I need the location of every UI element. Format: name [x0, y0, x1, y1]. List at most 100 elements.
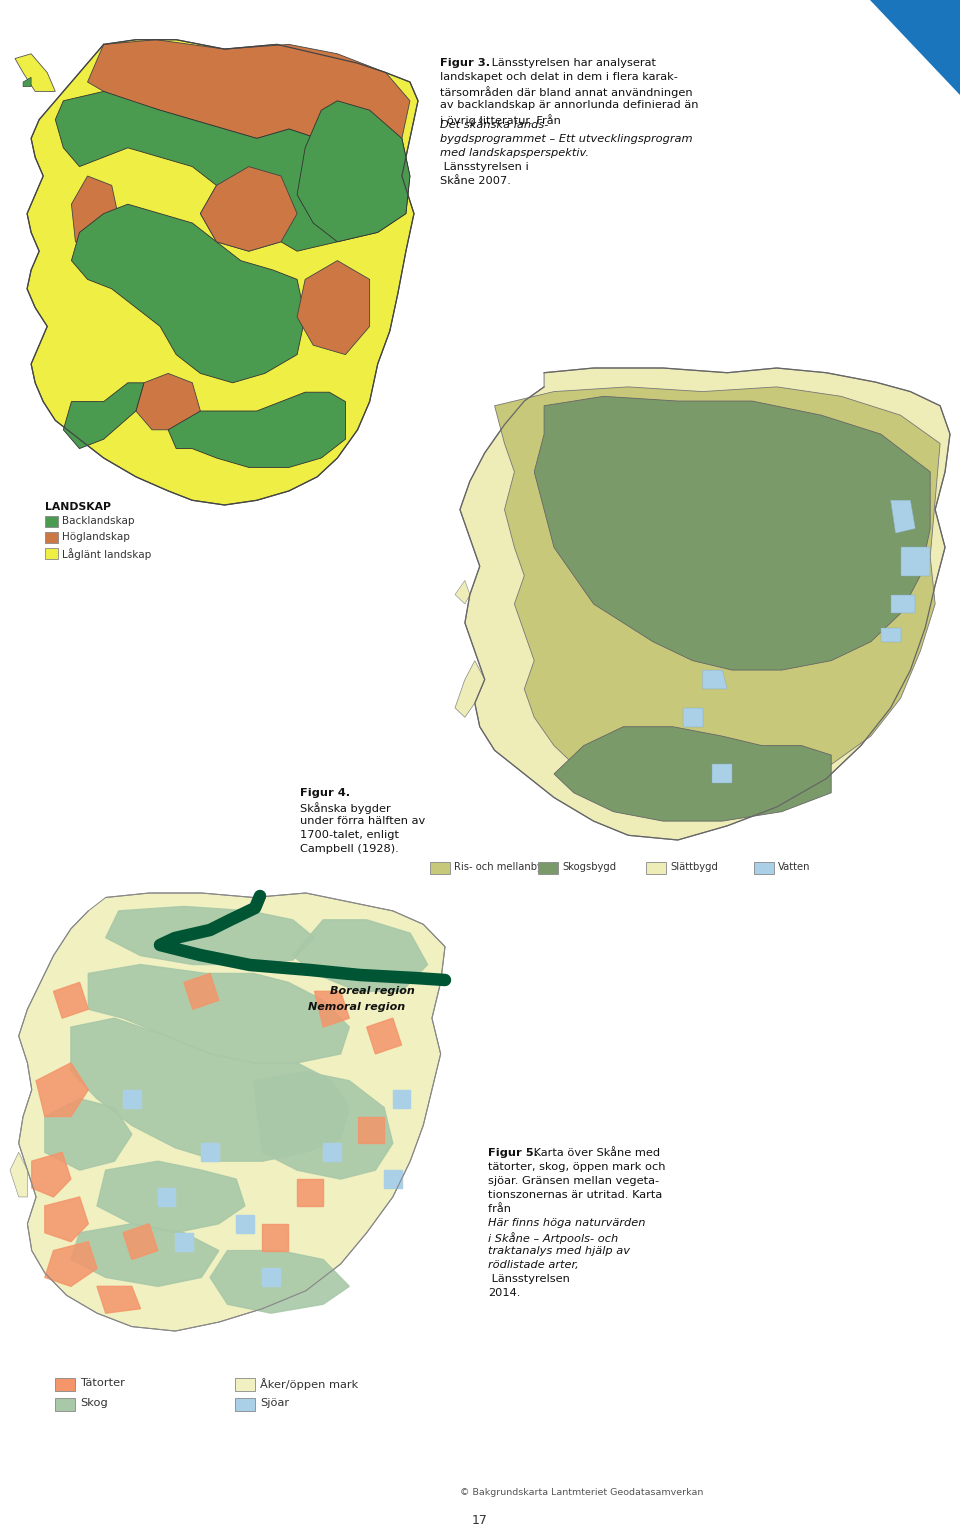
Text: Figur 3.: Figur 3.: [440, 58, 491, 67]
Polygon shape: [56, 92, 410, 252]
Polygon shape: [262, 1224, 288, 1250]
Text: Skogsbygd: Skogsbygd: [562, 862, 616, 871]
Polygon shape: [87, 40, 410, 156]
Text: rödlistade arter,: rödlistade arter,: [488, 1259, 579, 1270]
Polygon shape: [297, 101, 410, 242]
Text: tärsområden där bland annat användningen: tärsområden där bland annat användningen: [440, 86, 692, 98]
Text: Nemoral region: Nemoral region: [308, 1002, 405, 1012]
Polygon shape: [88, 965, 349, 1063]
Polygon shape: [297, 1180, 324, 1206]
Polygon shape: [168, 393, 346, 468]
Polygon shape: [45, 1197, 88, 1241]
Text: Länsstyrelsen har analyserat: Länsstyrelsen har analyserat: [488, 58, 656, 67]
Polygon shape: [106, 907, 315, 965]
Polygon shape: [870, 0, 960, 95]
Bar: [45, 532, 58, 543]
Text: Vatten: Vatten: [778, 862, 810, 871]
Polygon shape: [880, 627, 900, 641]
Text: LANDSKAP: LANDSKAP: [45, 502, 111, 512]
Polygon shape: [460, 368, 950, 841]
Polygon shape: [54, 982, 88, 1019]
Text: Tätorter: Tätorter: [80, 1378, 125, 1388]
Bar: [538, 862, 558, 874]
Text: Här finns höga naturvärden: Här finns höga naturvärden: [488, 1218, 645, 1229]
Text: Skånska bygder: Skånska bygder: [300, 802, 391, 815]
Bar: [646, 862, 666, 874]
Text: Länsstyrelsen i: Länsstyrelsen i: [440, 163, 529, 172]
Text: Backlandskap: Backlandskap: [62, 515, 134, 526]
Polygon shape: [71, 1019, 349, 1161]
Polygon shape: [455, 661, 485, 718]
Text: sjöar. Gränsen mellan vegeta-: sjöar. Gränsen mellan vegeta-: [488, 1177, 660, 1186]
Text: Karta över Skåne med: Karta över Skåne med: [530, 1147, 660, 1158]
Polygon shape: [554, 727, 831, 821]
Text: Det skånska lands-: Det skånska lands-: [440, 120, 548, 130]
Bar: [55, 1397, 75, 1411]
Polygon shape: [358, 1117, 384, 1143]
Polygon shape: [262, 1269, 279, 1287]
Text: tätorter, skog, öppen mark och: tätorter, skog, öppen mark och: [488, 1161, 665, 1172]
Polygon shape: [393, 1089, 410, 1108]
Polygon shape: [494, 387, 940, 807]
Polygon shape: [45, 1098, 132, 1170]
Polygon shape: [36, 1063, 88, 1117]
Polygon shape: [891, 595, 915, 614]
Polygon shape: [63, 384, 144, 448]
Text: Slättbygd: Slättbygd: [670, 862, 718, 871]
Polygon shape: [534, 396, 930, 670]
Polygon shape: [683, 707, 703, 727]
Bar: [754, 862, 774, 874]
Polygon shape: [703, 670, 728, 689]
Text: Figur 5.: Figur 5.: [488, 1147, 538, 1158]
Polygon shape: [123, 1224, 157, 1259]
Text: Skåne 2007.: Skåne 2007.: [440, 176, 511, 186]
Polygon shape: [455, 580, 469, 604]
Text: från: från: [488, 1204, 515, 1213]
Bar: [45, 548, 58, 558]
Text: © Bakgrundskarta Lantmteriet Geodatasamverkan: © Bakgrundskarta Lantmteriet Geodatasamv…: [460, 1488, 704, 1497]
Polygon shape: [27, 40, 418, 505]
Text: Sjöar: Sjöar: [260, 1397, 289, 1408]
Polygon shape: [176, 1233, 193, 1250]
Text: Boreal region: Boreal region: [330, 986, 415, 996]
Text: Länsstyrelsen: Länsstyrelsen: [488, 1275, 570, 1284]
Polygon shape: [293, 920, 427, 991]
Polygon shape: [45, 1241, 97, 1287]
Polygon shape: [712, 764, 732, 784]
Bar: [235, 1397, 255, 1411]
Text: i övrig litteratur. Från: i övrig litteratur. Från: [440, 114, 564, 126]
Text: 17: 17: [472, 1514, 488, 1526]
Polygon shape: [253, 1072, 393, 1180]
Polygon shape: [32, 1152, 71, 1197]
Bar: [430, 862, 450, 874]
Text: Ris- och mellanbygd: Ris- och mellanbygd: [454, 862, 556, 871]
Polygon shape: [297, 261, 370, 354]
Polygon shape: [97, 1161, 245, 1233]
Polygon shape: [236, 1215, 253, 1233]
Bar: [45, 515, 58, 528]
Polygon shape: [891, 500, 915, 534]
Text: Skog: Skog: [80, 1397, 108, 1408]
Polygon shape: [23, 77, 31, 87]
Polygon shape: [10, 1152, 28, 1197]
Text: under förra hälften av: under förra hälften av: [300, 816, 425, 825]
Text: 2014.: 2014.: [488, 1289, 520, 1298]
Polygon shape: [900, 548, 930, 575]
Polygon shape: [384, 1170, 401, 1187]
Polygon shape: [71, 176, 120, 252]
Text: Figur 4.: Figur 4.: [300, 788, 350, 798]
Polygon shape: [71, 1224, 219, 1287]
Polygon shape: [367, 1019, 401, 1054]
Polygon shape: [123, 1089, 140, 1108]
Text: Campbell (1928).: Campbell (1928).: [300, 844, 398, 854]
Text: landskapet och delat in dem i flera karak-: landskapet och delat in dem i flera kara…: [440, 72, 678, 81]
Text: traktanalys med hjälp av: traktanalys med hjälp av: [488, 1246, 630, 1256]
Bar: [235, 1378, 255, 1391]
Text: 1700-talet, enligt: 1700-talet, enligt: [300, 830, 399, 841]
Text: Låglänt landskap: Låglänt landskap: [62, 548, 152, 560]
Text: i Skåne – Artpools- och: i Skåne – Artpools- och: [488, 1232, 618, 1244]
Polygon shape: [15, 54, 56, 92]
Polygon shape: [136, 373, 201, 430]
Polygon shape: [315, 991, 349, 1028]
Polygon shape: [157, 1187, 176, 1206]
